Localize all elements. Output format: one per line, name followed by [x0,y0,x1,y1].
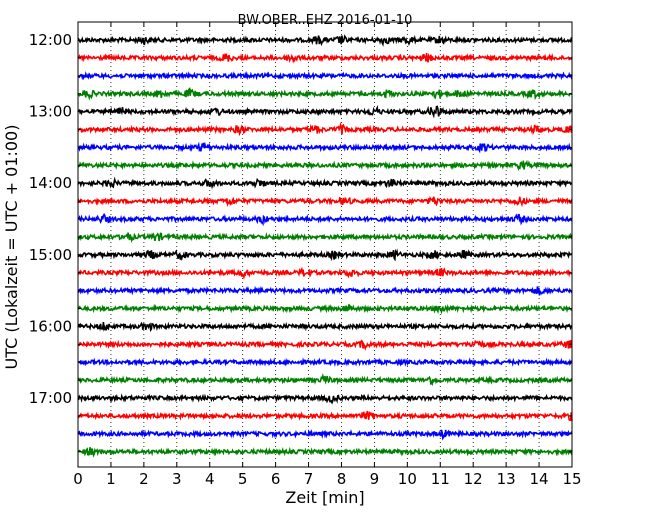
trace-row-1245 [77,87,573,101]
x-axis-ticks: 0 1 2 3 4 5 6 7 8 9 10 11 12 13 14 15 [73,22,582,488]
y-tick-label: 14:00 [29,174,72,192]
x-tick-label: 3 [172,470,182,488]
trace-row-1645 [77,372,573,387]
x-tick-label: 4 [205,470,215,488]
trace-row-1530 [77,285,573,296]
trace-row-1615 [77,339,573,351]
x-tick-label: 12 [464,470,483,488]
trace-row-1330 [77,141,573,154]
trace-row-1500 [77,248,573,262]
trace-row-1200 [77,34,573,47]
x-tick-label: 7 [304,470,314,488]
y-axis-label: UTC (Lokalzeit = UTC + 01:00) [2,125,21,370]
trace-row-1315 [77,121,573,137]
trace-row-1715 [77,410,573,422]
trace-row-1700 [77,393,573,405]
trace-row-1600 [77,321,573,333]
trace-row-1230 [77,70,573,81]
x-tick-label: 2 [139,470,149,488]
trace-row-1215 [77,52,573,64]
x-axis-label: Zeit [min] [285,488,364,507]
y-tick-label: 17:00 [29,389,72,407]
x-tick-label: 9 [370,470,380,488]
trace-row-1445 [77,231,573,244]
trace-row-1730 [77,428,573,441]
x-tick-label: 14 [530,470,549,488]
trace-row-1545 [77,303,573,315]
plot-frame [77,21,573,468]
y-tick-label: 13:00 [29,103,72,121]
trace-row-1345 [77,159,573,171]
trace-row-1415 [77,195,573,208]
x-tick-label: 10 [398,470,417,488]
seismogram-traces [77,34,573,458]
x-tick-label: 0 [73,470,83,488]
x-tick-label: 8 [337,470,347,488]
trace-row-1515 [77,266,573,280]
y-tick-label: 12:00 [29,31,72,49]
x-tick-label: 13 [497,470,516,488]
x-tick-label: 1 [106,470,116,488]
chart-title: BW.OBER..EHZ 2016-01-10 [238,13,413,28]
x-tick-label: 6 [271,470,281,488]
trace-row-1745 [77,446,573,458]
x-tick-label: 11 [431,470,450,488]
trace-row-1630 [77,357,573,367]
x-tick-label: 15 [562,470,581,488]
x-tick-label: 5 [238,470,248,488]
y-tick-label: 15:00 [29,246,72,264]
y-axis-ticks: 12:00 13:00 14:00 15:00 16:00 17:00 [29,31,572,453]
y-tick-label: 16:00 [29,317,72,335]
trace-row-1300 [77,105,573,119]
trace-row-1400 [77,176,573,190]
trace-row-1430 [77,212,573,227]
